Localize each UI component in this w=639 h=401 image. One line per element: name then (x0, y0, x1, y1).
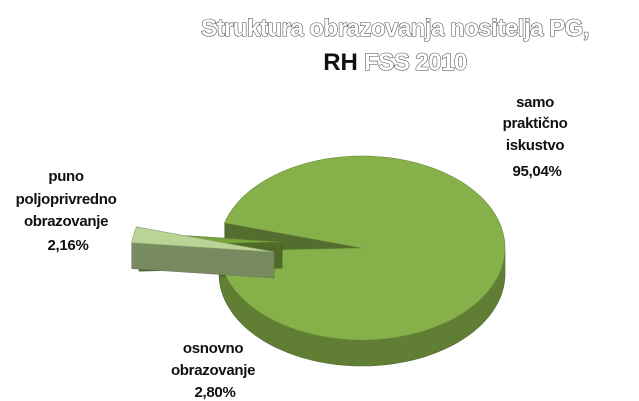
slice-osnovno-obrazovanje (131, 226, 275, 279)
slice-label-puno-poljoprivredno-obrazovanje: puno poljoprivredno obrazovanje 2,16% (16, 168, 121, 254)
slice-value-osnovno-obrazovanje: 2,80% (194, 384, 235, 401)
chart-title-rh: RH (323, 49, 358, 76)
chart-title-line-1: Struktura obrazovanja nositelja PG, (201, 15, 589, 42)
slice-top-face (131, 226, 275, 253)
pie-slices (131, 155, 506, 367)
chart-title-line-2: RH FSS 2010 (323, 49, 467, 76)
slice-top-face (218, 155, 506, 341)
slice-value-puno-poljoprivredno-obrazovanje: 2,16% (47, 237, 88, 254)
slice-label-osnovno-obrazovanje: osnovno obrazovanje 2,80% (171, 340, 259, 401)
chart-title-fss: FSS 2010 (358, 49, 467, 76)
slice-value-samo-prakticno-iskustvo: 95,04% (512, 163, 561, 180)
slice-label-samo-prakticno-iskustvo: samo praktično iskustvo 95,04% (503, 94, 572, 180)
